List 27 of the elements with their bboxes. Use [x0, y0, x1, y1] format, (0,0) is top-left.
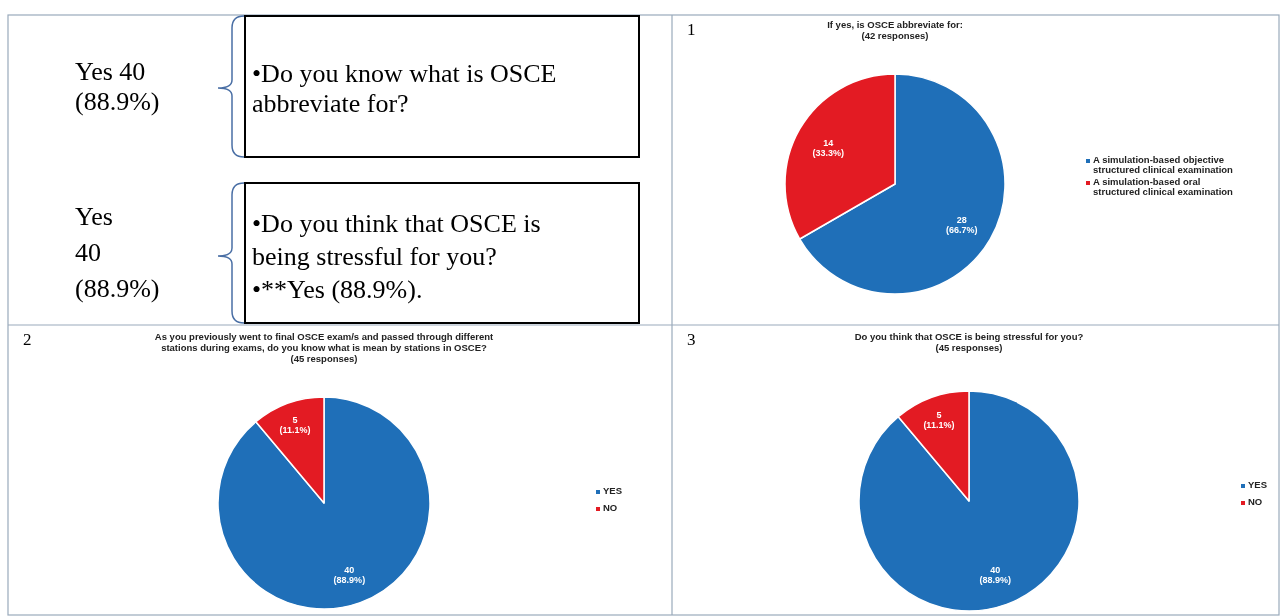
text: •Do you think that OSCE is being stressful for you? •**Yes (88.9%).	[252, 209, 541, 304]
legend-label: NO	[603, 502, 618, 513]
chart-subtitle: (45 responses)	[290, 353, 358, 364]
chart-subtitle: (45 responses)	[935, 342, 1003, 353]
data-label: 5 (11.1%)	[923, 410, 955, 431]
data-label: 14 (33.3%)	[812, 137, 845, 158]
chart-title: As you previously went to final OSCE exam/s and passed through different stations during exams, do you know what is mean by stations in OSCE?	[154, 331, 495, 353]
text: •Do you know what is OSCE abbreviate for?	[252, 59, 557, 118]
pie-slice	[858, 390, 1080, 612]
data-label: 40 (88.9%)	[333, 564, 366, 585]
text: 1	[687, 20, 696, 39]
text: 3	[687, 330, 696, 349]
legend-label: A simulation-based oral structured clinical examination	[1093, 176, 1234, 197]
legend-label: A simulation-based objective structured clinical examination	[1093, 154, 1234, 175]
legend-label: YES	[603, 485, 623, 496]
text: Yes 40 (88.9%)	[75, 202, 160, 303]
chart-title: Do you think that OSCE is being stressful for you?	[854, 331, 1084, 342]
data-label: 5 (11.1%)	[279, 415, 311, 436]
pie-slice	[217, 396, 431, 610]
legend-label: YES	[1248, 479, 1268, 490]
legend-label: NO	[1248, 496, 1263, 507]
text: 2	[23, 330, 32, 349]
chart-subtitle: (42 responses)	[861, 30, 929, 41]
data-label: 40 (88.9%)	[979, 565, 1012, 586]
data-label: 28 (66.7%)	[945, 214, 978, 235]
text: Yes 40 (88.9%)	[75, 57, 160, 116]
chart-title: If yes, is OSCE abbreviate for:	[827, 19, 963, 30]
